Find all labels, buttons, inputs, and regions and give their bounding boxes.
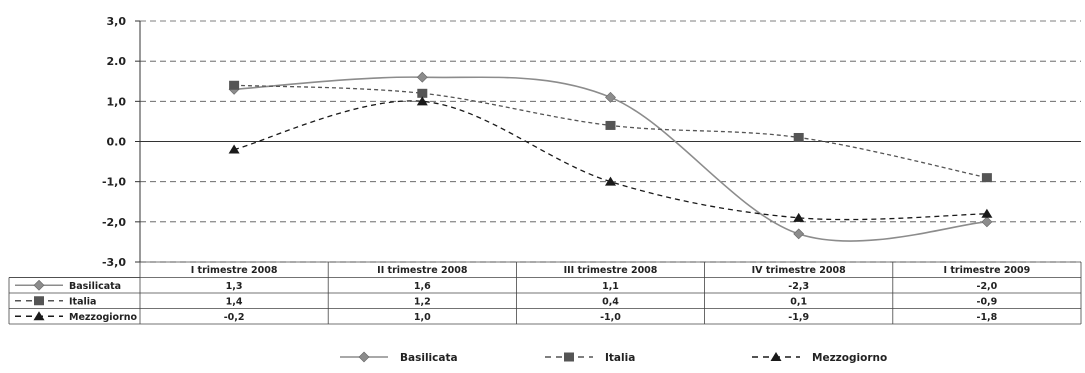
legend-label: Basilicata: [400, 352, 458, 364]
marker-basilicata: [605, 91, 616, 103]
table-value: -2,3: [788, 281, 809, 292]
table-series-name: Mezzogiorno: [69, 312, 138, 323]
table-value: 0,4: [602, 296, 619, 307]
table-value: -1,0: [600, 312, 621, 323]
marker-italia: [793, 132, 804, 142]
table-key-italia: [15, 296, 63, 306]
marker-italia: [417, 88, 428, 98]
legend-item-basilicata: Basilicata: [340, 351, 458, 364]
marker-basilicata: [793, 228, 805, 240]
table-value: 1,6: [414, 281, 431, 292]
marker-mezzogiorno: [228, 144, 240, 154]
category-label: I trimestre 2008: [191, 265, 278, 276]
category-label: III trimestre 2008: [564, 265, 658, 276]
legend-marker: [34, 296, 44, 306]
table-value: -0,9: [977, 296, 998, 307]
table-key-mezzogiorno: [15, 311, 63, 321]
category-label: IV trimestre 2008: [752, 265, 846, 276]
table-value: 1,4: [226, 296, 243, 307]
data-table: I trimestre 2008 II trimestre 2008 III tri…: [8, 261, 1082, 325]
grid-lines: [140, 20, 1081, 263]
table-series-name: Italia: [69, 296, 96, 307]
legend-label: Mezzogiorno: [812, 352, 887, 364]
table-value: 1,1: [602, 281, 619, 292]
marker-mezzogiorno: [793, 212, 805, 222]
y-tick-label: 3,0: [107, 15, 127, 28]
legend-marker: [564, 352, 574, 362]
data-markers: [228, 71, 993, 240]
y-tick-label: -3,0: [102, 256, 126, 269]
legend-marker: [33, 279, 45, 291]
y-axis: 3,0 2.0 1,0 0.0 -1,0 -2,0 -3,0: [102, 15, 141, 269]
table-value: 0,1: [790, 296, 807, 307]
table-value: -2,0: [977, 281, 998, 292]
table-value: -0,2: [224, 312, 245, 323]
table-value: -1,8: [977, 312, 998, 323]
table-value: 1,0: [414, 312, 431, 323]
legend-label: Italia: [605, 352, 635, 364]
legend-item-italia: Italia: [545, 352, 635, 364]
legend-item-mezzogiorno: Mezzogiorno: [752, 352, 887, 364]
legend-marker: [33, 311, 45, 321]
series-line-mezzogiorno: [233, 100, 987, 221]
y-tick-label: 2.0: [107, 55, 127, 68]
y-tick-label: 0.0: [107, 136, 127, 149]
marker-basilicata: [416, 71, 428, 83]
category-label: I trimestre 2009: [944, 265, 1031, 276]
marker-mezzogiorno: [981, 208, 993, 218]
marker-italia: [605, 120, 616, 130]
legend-marker: [358, 351, 370, 363]
marker-mezzogiorno: [416, 96, 428, 106]
marker-mezzogiorno: [605, 176, 616, 186]
table-series-name: Basilicata: [69, 281, 121, 292]
legend: Basilicata Italia Mezzogiorno: [340, 351, 887, 364]
table-value: 1,3: [226, 281, 243, 292]
category-label: II trimestre 2008: [377, 265, 468, 276]
table-key-basilicata: [15, 279, 63, 291]
marker-italia: [981, 173, 992, 183]
marker-italia: [229, 80, 240, 90]
legend-marker: [770, 352, 782, 361]
table-value: -1,9: [788, 312, 809, 323]
y-tick-label: -2,0: [102, 216, 126, 229]
y-tick-label: 1,0: [107, 95, 127, 108]
table-value: 1,2: [414, 296, 431, 307]
series-line-basilicata: [234, 76, 987, 242]
marker-basilicata: [981, 216, 993, 228]
y-tick-label: -1,0: [102, 176, 126, 189]
